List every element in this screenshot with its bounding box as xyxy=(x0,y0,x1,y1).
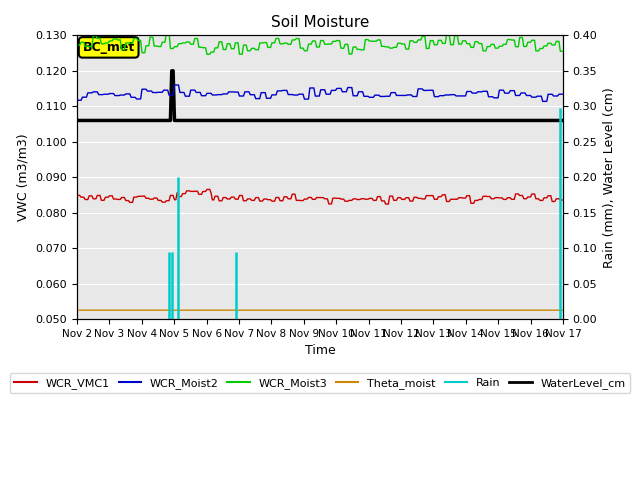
Y-axis label: VWC (m3/m3): VWC (m3/m3) xyxy=(17,133,30,221)
Text: BC_met: BC_met xyxy=(83,41,135,54)
Legend: WCR_VMC1, WCR_Moist2, WCR_Moist3, Theta_moist, Rain, WaterLevel_cm: WCR_VMC1, WCR_Moist2, WCR_Moist3, Theta_… xyxy=(10,373,630,393)
X-axis label: Time: Time xyxy=(305,344,335,357)
Title: Soil Moisture: Soil Moisture xyxy=(271,15,369,30)
Y-axis label: Rain (mm), Water Level (cm): Rain (mm), Water Level (cm) xyxy=(603,87,616,267)
